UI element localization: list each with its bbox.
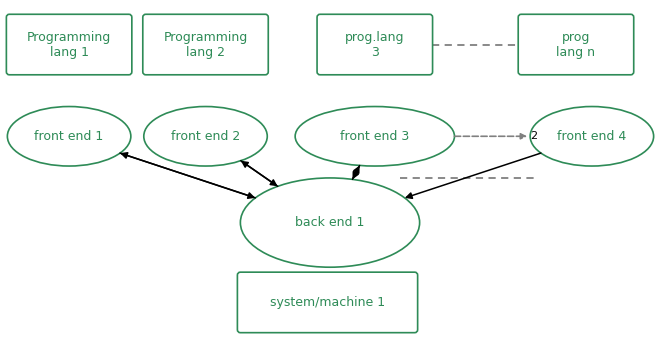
FancyBboxPatch shape [143, 14, 268, 75]
FancyBboxPatch shape [7, 14, 132, 75]
Text: Programming
lang 2: Programming lang 2 [163, 31, 248, 59]
Text: 2: 2 [530, 131, 537, 141]
Text: system/machine 1: system/machine 1 [270, 296, 385, 309]
Text: front end 3: front end 3 [340, 130, 409, 143]
FancyBboxPatch shape [317, 14, 432, 75]
Text: prog
lang n: prog lang n [557, 31, 596, 59]
FancyBboxPatch shape [518, 14, 634, 75]
Text: front end 2: front end 2 [171, 130, 240, 143]
Text: prog.lang
3: prog.lang 3 [345, 31, 405, 59]
Text: back end 1: back end 1 [295, 216, 365, 229]
Ellipse shape [295, 106, 455, 166]
Ellipse shape [7, 106, 131, 166]
Ellipse shape [144, 106, 267, 166]
Text: front end 4: front end 4 [557, 130, 627, 143]
Text: front end 1: front end 1 [34, 130, 104, 143]
Ellipse shape [241, 178, 420, 267]
Ellipse shape [530, 106, 654, 166]
Text: Programming
lang 1: Programming lang 1 [27, 31, 111, 59]
FancyBboxPatch shape [237, 272, 418, 333]
